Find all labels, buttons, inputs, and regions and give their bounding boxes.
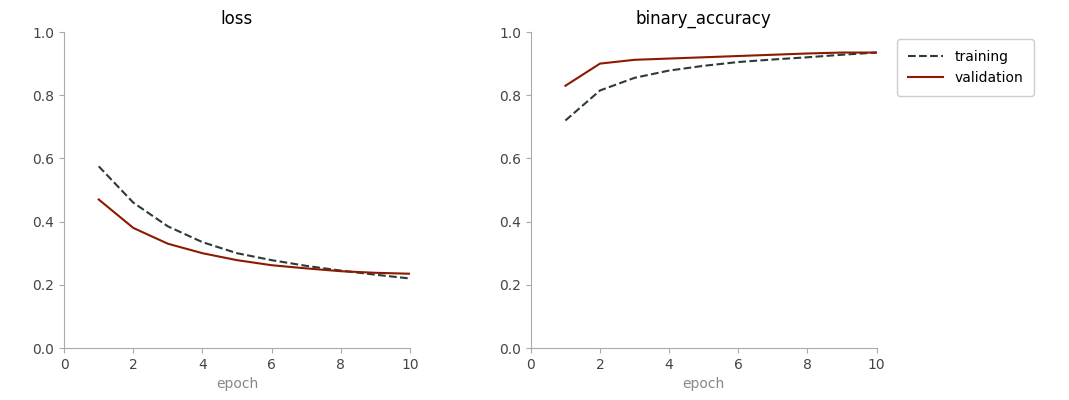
training	[196, 240, 208, 244]
training	[732, 60, 745, 64]
validation	[593, 61, 606, 66]
validation	[629, 58, 641, 62]
Line: training: training	[98, 166, 409, 278]
validation	[231, 258, 244, 262]
validation	[836, 50, 849, 55]
X-axis label: epoch: epoch	[683, 377, 725, 391]
training	[299, 264, 312, 268]
training	[629, 76, 641, 80]
validation	[92, 197, 105, 202]
validation	[369, 270, 382, 275]
training	[161, 224, 174, 229]
training	[265, 258, 278, 262]
validation	[766, 52, 779, 57]
validation	[732, 54, 745, 58]
Line: validation: validation	[566, 52, 877, 86]
validation	[265, 263, 278, 268]
validation	[299, 266, 312, 271]
training	[663, 68, 676, 73]
training	[870, 50, 883, 55]
training	[801, 55, 814, 60]
training	[127, 200, 140, 205]
training	[697, 64, 710, 68]
validation	[870, 50, 883, 55]
training	[369, 272, 382, 277]
training	[836, 52, 849, 57]
validation	[663, 56, 676, 61]
validation	[697, 55, 710, 60]
Title: binary_accuracy: binary_accuracy	[636, 10, 772, 28]
validation	[403, 271, 416, 276]
X-axis label: epoch: epoch	[216, 377, 258, 391]
training	[92, 164, 105, 169]
Line: training: training	[566, 52, 877, 120]
Legend: training, validation: training, validation	[897, 39, 1034, 96]
validation	[801, 51, 814, 56]
validation	[196, 251, 208, 256]
training	[559, 118, 572, 123]
Title: loss: loss	[221, 10, 253, 28]
validation	[559, 83, 572, 88]
training	[335, 268, 347, 273]
validation	[161, 241, 174, 246]
training	[403, 276, 416, 281]
validation	[335, 269, 347, 274]
validation	[127, 226, 140, 230]
training	[766, 57, 779, 62]
training	[593, 88, 606, 93]
Line: validation: validation	[98, 200, 409, 274]
training	[231, 251, 244, 256]
